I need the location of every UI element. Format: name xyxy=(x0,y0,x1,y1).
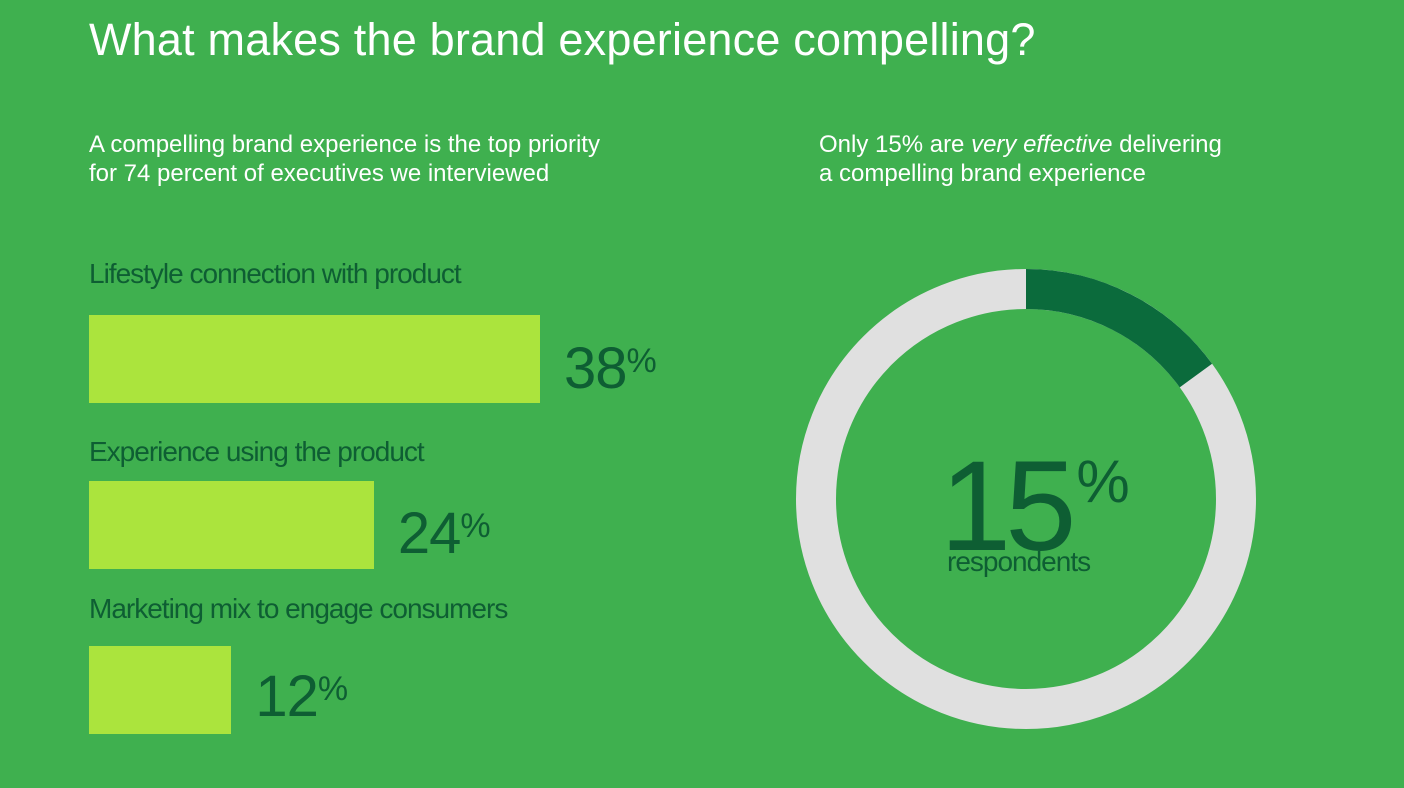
donut-value-number: 15 xyxy=(940,435,1076,578)
bar-value-label: 12% xyxy=(255,660,348,726)
right-subtitle-line-2: a compelling brand experience xyxy=(819,160,1146,187)
bar-category-label: Experience using the product xyxy=(89,436,425,467)
bar-value-number: 24 xyxy=(397,501,462,566)
right-subtitle-emphasis: very effective xyxy=(971,131,1113,158)
bar-value-number: 38 xyxy=(564,336,628,401)
bar-value-label: 24% xyxy=(398,497,491,563)
left-subtitle-line-1: A compelling brand experience is the top… xyxy=(89,131,600,158)
bar-value-number: 12 xyxy=(255,664,319,729)
donut-chart xyxy=(796,269,1256,729)
donut-value-arc xyxy=(1025,269,1213,388)
donut-value-unit: % xyxy=(1076,448,1130,515)
page-title: What makes the brand experience compelli… xyxy=(89,14,1036,65)
bar-category-label: Marketing mix to engage consumers xyxy=(89,593,508,624)
right-subtitle: Only 15% are very effective delivering a… xyxy=(819,130,1222,188)
donut-value-label: 15% xyxy=(940,418,1130,571)
bar-value-unit: % xyxy=(460,507,491,545)
bar xyxy=(89,481,374,569)
left-subtitle: A compelling brand experience is the top… xyxy=(89,130,600,188)
right-subtitle-line-1: Only 15% are very effective delivering xyxy=(819,130,1222,159)
bar-category-label: Lifestyle connection with product xyxy=(89,258,462,289)
bar xyxy=(89,315,540,403)
bar xyxy=(89,646,232,734)
bar-value-unit: % xyxy=(317,670,349,708)
right-subtitle-pre: Only 15% are xyxy=(819,131,972,158)
bar-value-unit: % xyxy=(626,342,657,380)
donut-caption: respondents xyxy=(947,546,1091,577)
bar-value-label: 38% xyxy=(564,332,657,398)
right-subtitle-post: delivering xyxy=(1112,131,1222,158)
left-subtitle-line-2: for 74 percent of executives we intervie… xyxy=(89,160,550,187)
